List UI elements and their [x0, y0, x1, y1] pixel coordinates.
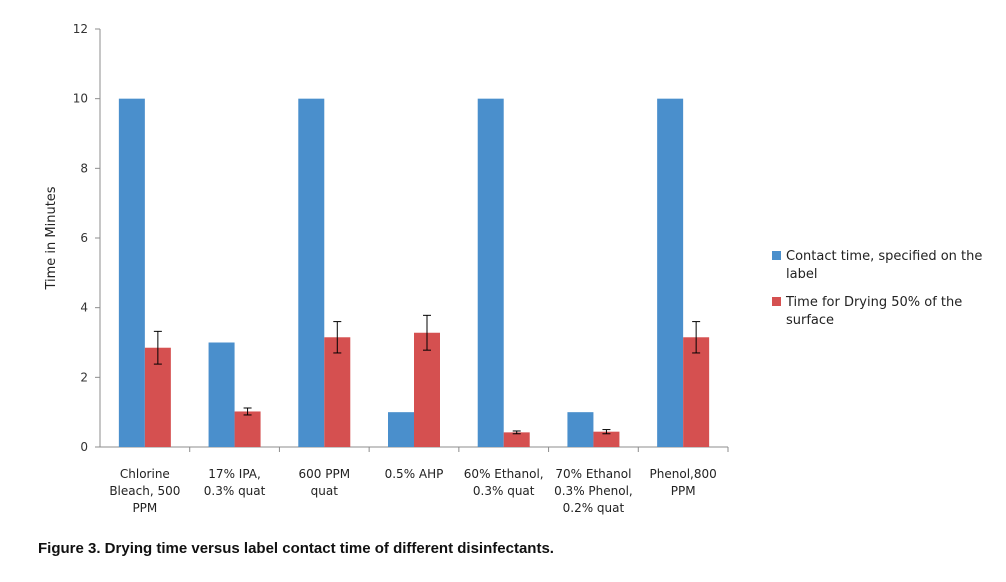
y-tick-label: 6 [80, 231, 88, 245]
legend-label-line: Contact time, specified on the [786, 249, 982, 264]
x-category-label-line: 70% Ethanol [555, 467, 631, 481]
x-category-label-line: 17% IPA, [208, 467, 261, 481]
x-category-label-line: 600 PPM [299, 467, 351, 481]
x-category-label: Chlorine Bleach, 500 PPM [109, 467, 180, 515]
legend-label-line: label [786, 267, 817, 282]
bar-contact-time [298, 98, 325, 448]
bar-drying-time [234, 411, 261, 447]
x-category-label-line: PPM [671, 484, 696, 498]
bar-contact-time [477, 98, 504, 448]
x-category-label: 70% Ethanol 0.3% Phenol, 0.2% quat [554, 467, 633, 515]
x-category-label-line: Phenol,800 [650, 467, 717, 481]
x-category-label-line: Chlorine [120, 467, 170, 481]
x-category-label-line: 0.3% quat [473, 484, 535, 498]
y-tick-label: 12 [73, 22, 88, 36]
legend-label-line: surface [786, 313, 834, 328]
x-category-label: 60% Ethanol, 0.3% quat [464, 467, 544, 498]
y-tick-label: 4 [80, 301, 88, 315]
y-tick-label: 2 [80, 370, 88, 384]
bar-drying-time [683, 337, 710, 447]
x-category-label-line: 0.2% quat [563, 501, 625, 515]
legend-swatch [772, 297, 781, 306]
bar-drying-time [414, 332, 440, 447]
x-category-label: 17% IPA, 0.3% quat [204, 467, 266, 498]
x-category-label: 0.5% AHP [385, 467, 444, 481]
x-category-label-line: Bleach, 500 [109, 484, 180, 498]
x-category-label-line: 0.3% quat [204, 484, 266, 498]
y-axis-label: Time in Minutes [44, 186, 59, 290]
legend-label: Time for Drying 50% of the surface [785, 295, 962, 328]
bar-contact-time [388, 412, 414, 447]
bar-drying-time [324, 337, 351, 447]
x-category-label-line: 60% Ethanol, [464, 467, 544, 481]
x-category-label-line: PPM [132, 501, 157, 515]
legend-label-line: Time for Drying 50% of the [785, 295, 962, 310]
x-category-label-line: 0.3% Phenol, [554, 484, 633, 498]
legend-swatch [772, 251, 781, 260]
x-category-label-line: 0.5% AHP [385, 467, 444, 481]
bar-contact-time [567, 412, 594, 447]
bar-drying-time [593, 431, 620, 447]
figure-caption: Figure 3. Drying time versus label conta… [38, 540, 554, 557]
x-category-label: 600 PPM quat [299, 467, 351, 498]
legend-label: Contact time, specified on the label [786, 249, 982, 282]
y-tick-label: 8 [80, 161, 88, 175]
bar-contact-time [657, 98, 684, 448]
bar-chart: 0 2 4 6 8 10 12 Time in Minutes Chlorine Bleach, … [44, 22, 982, 515]
y-tick-label: 10 [73, 92, 88, 106]
x-category-label: Phenol,800 PPM [650, 467, 717, 498]
x-category-label-line: quat [311, 484, 339, 498]
y-tick-label: 0 [80, 440, 88, 454]
bar-contact-time [208, 342, 235, 447]
bar-drying-time [503, 432, 530, 447]
bar-contact-time [118, 98, 145, 448]
